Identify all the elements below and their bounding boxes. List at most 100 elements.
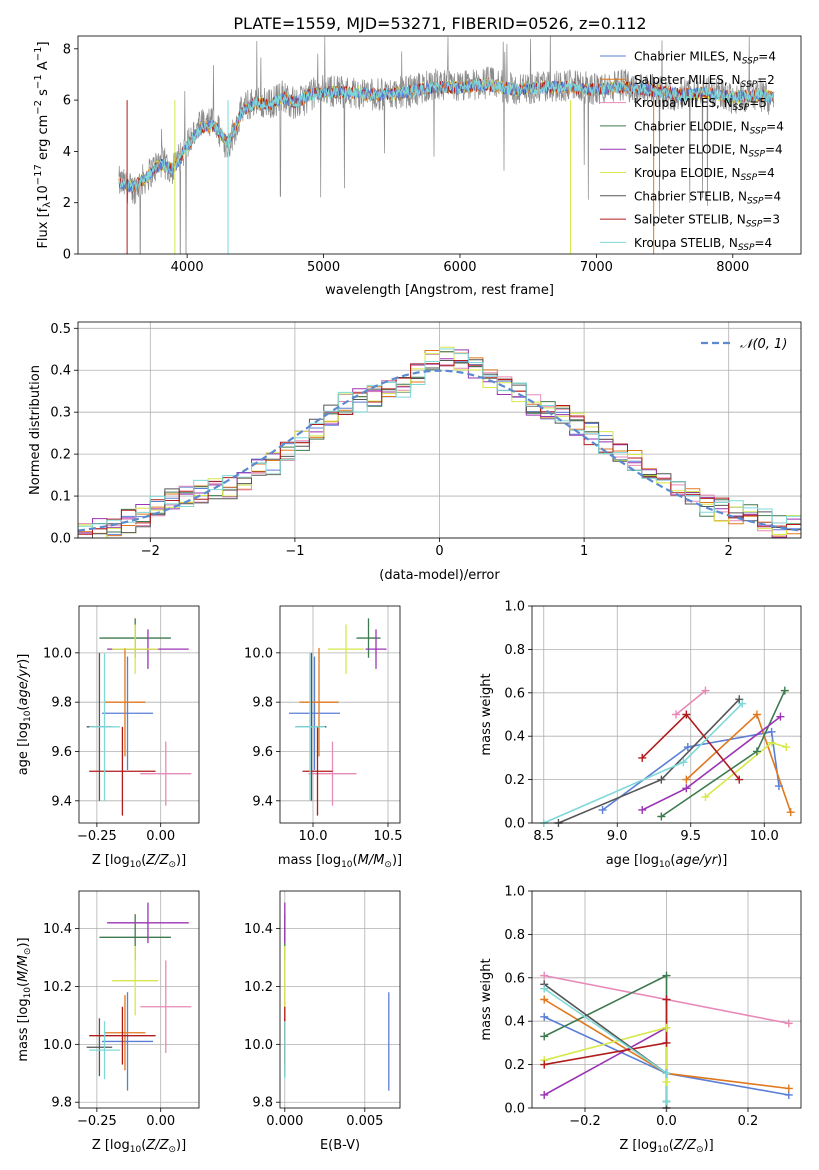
- y-tick-label: 1.0: [504, 600, 525, 615]
- y-tick-label: 10.4: [244, 922, 273, 937]
- y-tick-label: 6: [63, 94, 71, 109]
- text-part: Kroupa ELODIE, N: [634, 166, 741, 180]
- x-tick-label: 10.0: [750, 829, 779, 844]
- x-tick-label: 1: [580, 544, 588, 559]
- x-tick-label: 8.5: [533, 829, 554, 844]
- y-axis-label: age [log10(age/yr)]: [16, 654, 33, 776]
- weight-marker: [784, 1019, 793, 1028]
- x-tick-label: −0.2: [569, 1114, 601, 1129]
- y-tick-label: 10.4: [43, 922, 72, 937]
- text-part: SSP: [741, 80, 758, 90]
- weight-marker: [638, 805, 647, 814]
- weight-marker: [679, 758, 688, 767]
- axes-frame: [279, 605, 401, 824]
- weight-marker: [682, 710, 691, 719]
- x-tick-label: 4000: [171, 260, 204, 275]
- weight-marker: [786, 808, 795, 817]
- legend-entry: Kroupa MILES, NSSP=5: [634, 96, 767, 113]
- text-part: −2: [33, 100, 44, 115]
- legend-entry: Kroupa ELODIE, NSSP=4: [634, 166, 775, 183]
- text-part: ⊙: [168, 1145, 176, 1155]
- weight-marker: [752, 710, 761, 719]
- x-tick-label: −1: [285, 544, 304, 559]
- text-part: 10: [36, 185, 51, 202]
- y-tick-label: 9.8: [51, 696, 72, 711]
- y-tick-label: 0.4: [50, 364, 71, 379]
- x-tick-label: 6000: [443, 260, 476, 275]
- axes-frame: [279, 890, 401, 1109]
- weight-marker: [540, 971, 549, 980]
- weight-marker: [638, 753, 647, 762]
- weight-marker: [540, 1060, 549, 1069]
- x-axis-label: E(B-V): [320, 1138, 360, 1153]
- text-part: 10: [23, 710, 33, 722]
- text-part: erg cm: [36, 115, 51, 164]
- y-tick-label: 0.4: [504, 730, 525, 745]
- weight-marker: [682, 775, 691, 784]
- text-part: =5: [749, 96, 767, 110]
- y-tick-label: 0.6: [504, 971, 525, 986]
- legend-entry: Salpeter ELODIE, NSSP=4: [634, 143, 783, 160]
- x-axis-label: mass [log10(M/M⊙)]: [278, 853, 402, 870]
- y-tick-label: 10.2: [244, 980, 273, 995]
- weight-marker: [752, 747, 761, 756]
- weight-line: [543, 703, 743, 823]
- text-part: 10: [23, 987, 33, 999]
- y-axis-label: Normed distribution: [28, 365, 43, 495]
- weight-marker: [767, 727, 776, 736]
- panel-age-vs-mass: 10.0 10.5 9.4 9.6 9.8 10.0 mass [log10(M/M⊙)]: [244, 605, 402, 870]
- text-part: Kroupa MILES, N: [634, 96, 733, 110]
- x-axis-label: age [log10(age/yr)]: [606, 853, 728, 870]
- text-part: =4: [765, 143, 783, 157]
- text-part: Z [log: [92, 1138, 130, 1153]
- axes-frame: [77, 321, 802, 539]
- histogram-kroupa-stelib: [78, 348, 801, 538]
- text-part: 10: [341, 860, 353, 870]
- y-tick-label: 0.2: [504, 1058, 525, 1073]
- weight-marker: [662, 971, 671, 980]
- text-part: age/yr: [675, 853, 718, 868]
- y-tick-label: 2: [63, 196, 71, 211]
- y-tick-label: 0.4: [504, 1015, 525, 1030]
- text-part: 10: [130, 1145, 142, 1155]
- y-tick-label: 8: [63, 42, 71, 57]
- y-tick-label: 0: [63, 248, 71, 263]
- weight-marker: [701, 792, 710, 801]
- x-tick-label: 5000: [307, 260, 340, 275]
- weight-marker: [683, 743, 692, 752]
- text-part: SSP: [741, 173, 758, 183]
- text-part: E(B-V): [320, 1138, 360, 1153]
- weight-marker: [767, 738, 776, 747]
- text-part: age [log: [16, 722, 31, 775]
- text-part: Flux [f: [36, 207, 51, 248]
- x-tick-label: 8000: [716, 260, 749, 275]
- text-part: Salpeter ELODIE, N: [634, 143, 748, 157]
- y-tick-label: 0.5: [50, 322, 71, 337]
- plot-area: [289, 618, 387, 816]
- text-part: =4: [764, 189, 782, 203]
- y-tick-label: 0.1: [50, 490, 71, 505]
- y-tick-label: 9.8: [252, 1096, 273, 1111]
- text-part: (: [16, 706, 31, 711]
- legend-entry: Salpeter STELIB, NSSP=3: [634, 213, 780, 230]
- text-part: −17: [33, 164, 44, 185]
- text-part: Kroupa STELIB, N: [634, 236, 738, 250]
- x-axis-label: Z [log10(Z/Z⊙)]: [619, 1138, 713, 1155]
- text-part: ⊙: [168, 860, 176, 870]
- text-part: )]: [16, 654, 31, 664]
- normal-curve: [78, 369, 801, 532]
- plot-area: [118, 36, 775, 254]
- x-tick-label: 0.00: [146, 829, 175, 844]
- x-tick-label: 0.00: [146, 1114, 175, 1129]
- legend-entry: Chabrier MILES, NSSP=4: [634, 50, 776, 67]
- weight-marker: [782, 743, 791, 752]
- weight-marker: [682, 784, 691, 793]
- weight-marker: [662, 995, 671, 1004]
- y-tick-label: 0.2: [504, 773, 525, 788]
- weight-marker: [540, 1032, 549, 1041]
- y-tick-label: 9.4: [51, 794, 72, 809]
- plot-area: [86, 902, 192, 1091]
- y-tick-label: 4: [63, 145, 71, 160]
- weight-marker: [735, 695, 744, 704]
